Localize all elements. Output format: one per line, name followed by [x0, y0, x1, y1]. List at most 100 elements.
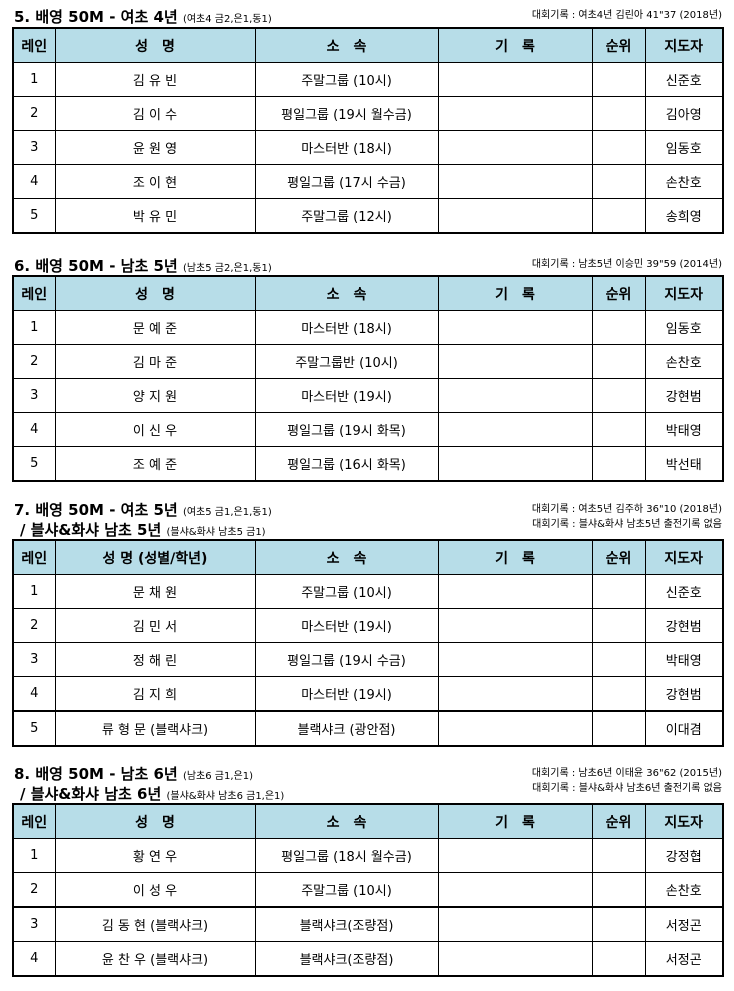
table-cell[interactable]	[437, 608, 593, 643]
table-cell: 이 성 우	[54, 872, 256, 908]
table-cell: 김 지 희	[54, 676, 256, 712]
column-header: 순위	[591, 803, 646, 839]
table-cell[interactable]	[437, 676, 593, 712]
table-cell[interactable]	[437, 310, 593, 345]
table-cell: 평일그룹 (17시 수금)	[254, 164, 439, 199]
column-header: 성 명 (성별/학년)	[54, 539, 256, 575]
event-title-2-text: / 블샤&화샤 남초 5년	[20, 521, 162, 539]
table-cell: 서정곤	[644, 941, 724, 977]
table-cell[interactable]	[591, 310, 646, 345]
column-header: 순위	[591, 539, 646, 575]
table-cell: 3	[12, 642, 56, 677]
table-cell[interactable]	[437, 941, 593, 977]
table-cell[interactable]	[437, 574, 593, 609]
column-header: 레인	[12, 27, 56, 63]
column-header: 소 속	[254, 539, 439, 575]
table-cell: 블랙샤크(조량점)	[254, 906, 439, 942]
table-cell: 김아영	[644, 96, 724, 131]
table-cell[interactable]	[591, 906, 646, 942]
table-cell: 손찬호	[644, 164, 724, 199]
table-cell[interactable]	[591, 130, 646, 165]
column-header: 소 속	[254, 803, 439, 839]
table-cell[interactable]	[591, 574, 646, 609]
table-cell: 손찬호	[644, 872, 724, 908]
table-cell[interactable]	[591, 198, 646, 234]
table-cell[interactable]	[437, 344, 593, 379]
event-medals: (남초5 금2,은1,동1)	[182, 263, 272, 274]
event-title-2: / 블샤&화샤 남초 5년 (블샤&화샤 남초5 금1)	[20, 519, 266, 540]
column-header: 지도자	[644, 539, 724, 575]
table-cell: 3	[12, 378, 56, 413]
table-cell[interactable]	[437, 130, 593, 165]
table-cell[interactable]	[591, 608, 646, 643]
table-cell[interactable]	[591, 446, 646, 482]
table-cell: 임동호	[644, 310, 724, 345]
table-cell: 마스터반 (19시)	[254, 676, 439, 712]
table-cell: 조 예 준	[54, 446, 256, 482]
table-cell[interactable]	[591, 344, 646, 379]
table-cell: 강현범	[644, 378, 724, 413]
table-cell[interactable]	[437, 838, 593, 873]
event-title: 7. 배영 50M - 여초 5년 (여초5 금1,은1,동1)	[14, 499, 272, 520]
table-cell[interactable]	[591, 412, 646, 447]
table-cell[interactable]	[591, 62, 646, 97]
table-cell: 류 형 문 (블랙샤크)	[54, 710, 256, 747]
table-cell: 김 민 서	[54, 608, 256, 643]
table-cell[interactable]	[591, 378, 646, 413]
event-title-text: 5. 배영 50M - 여초 4년	[14, 8, 178, 26]
table-cell[interactable]	[591, 676, 646, 712]
table-cell[interactable]	[437, 642, 593, 677]
table-cell[interactable]	[591, 872, 646, 908]
table-cell: 5	[12, 198, 56, 234]
table-cell[interactable]	[591, 96, 646, 131]
column-header: 성 명	[54, 803, 256, 839]
event-title-2-text: / 블샤&화샤 남초 6년	[20, 785, 162, 803]
table-cell: 이대겸	[644, 710, 724, 747]
table-cell[interactable]	[437, 198, 593, 234]
table-cell: 주말그룹 (10시)	[254, 574, 439, 609]
table-cell[interactable]	[437, 872, 593, 908]
table-cell: 2	[12, 96, 56, 131]
table-cell[interactable]	[591, 164, 646, 199]
table-cell[interactable]	[437, 164, 593, 199]
meet-record: 대회기록 : 여초5년 김주하 36"10 (2018년)	[531, 504, 722, 515]
meet-records: 대회기록 : 여초5년 김주하 36"10 (2018년) 대회기록 : 블샤&화…	[532, 502, 722, 532]
table-cell[interactable]	[437, 906, 593, 942]
table-cell: 5	[12, 710, 56, 747]
table-cell: 윤 원 영	[54, 130, 256, 165]
table-cell: 4	[12, 164, 56, 199]
table-cell[interactable]	[437, 412, 593, 447]
event-title-text: 7. 배영 50M - 여초 5년	[14, 501, 178, 519]
table-cell[interactable]	[437, 446, 593, 482]
table-cell[interactable]	[591, 941, 646, 977]
table-cell[interactable]	[437, 378, 593, 413]
meet-record: 대회기록 : 블샤&화샤 남초5년 출전기록 없음	[532, 519, 722, 530]
table-cell: 1	[12, 62, 56, 97]
table-cell: 정 해 린	[54, 642, 256, 677]
table-cell[interactable]	[437, 96, 593, 131]
table-cell[interactable]	[591, 710, 646, 747]
table-cell[interactable]	[591, 642, 646, 677]
table-cell: 마스터반 (19시)	[254, 608, 439, 643]
table-cell: 블랙샤크 (광안점)	[254, 710, 439, 747]
table-cell[interactable]	[437, 710, 593, 747]
meet-records: 대회기록 : 남초6년 이태윤 36"62 (2015년) 대회기록 : 블샤&화…	[532, 766, 722, 796]
event-title-text: 6. 배영 50M - 남초 5년	[14, 257, 178, 275]
table-cell[interactable]	[591, 838, 646, 873]
table-cell[interactable]	[437, 62, 593, 97]
